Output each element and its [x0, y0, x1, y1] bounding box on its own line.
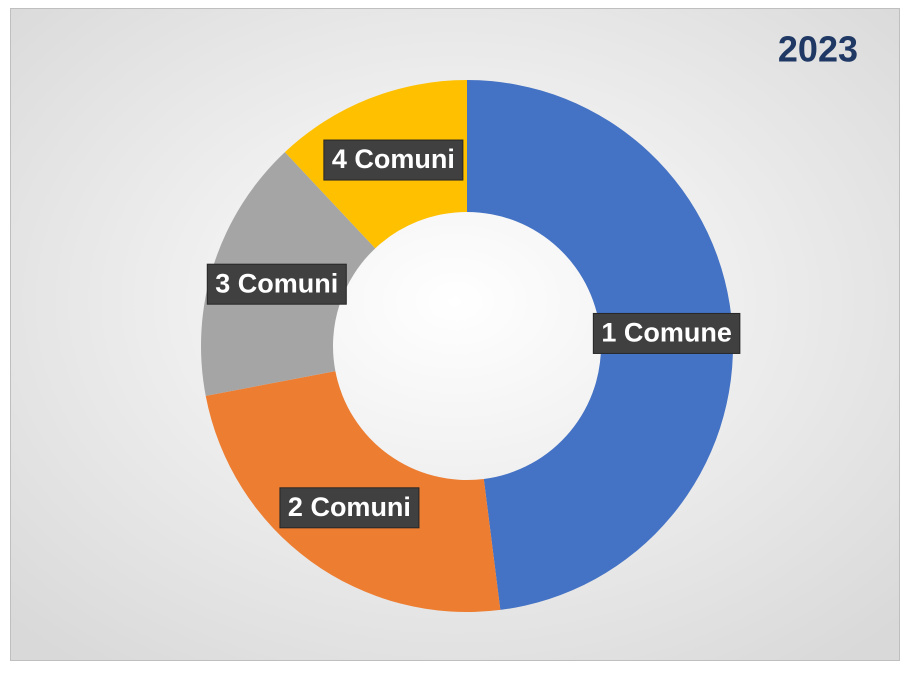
- slice-label: 3 Comuni: [215, 268, 338, 298]
- slice-label: 1 Comune: [601, 318, 732, 348]
- chart-title: 2023: [778, 29, 858, 70]
- slice-label: 4 Comuni: [332, 144, 455, 174]
- label-box: [323, 139, 464, 181]
- label-box: [206, 263, 347, 305]
- label-box: [592, 312, 741, 354]
- label-box: [279, 487, 420, 529]
- slice-label: 2 Comuni: [288, 492, 411, 522]
- donut-slice: [467, 80, 734, 610]
- labels: 1 Comune 2 Comuni 3 Comuni 4 Comuni: [206, 139, 741, 529]
